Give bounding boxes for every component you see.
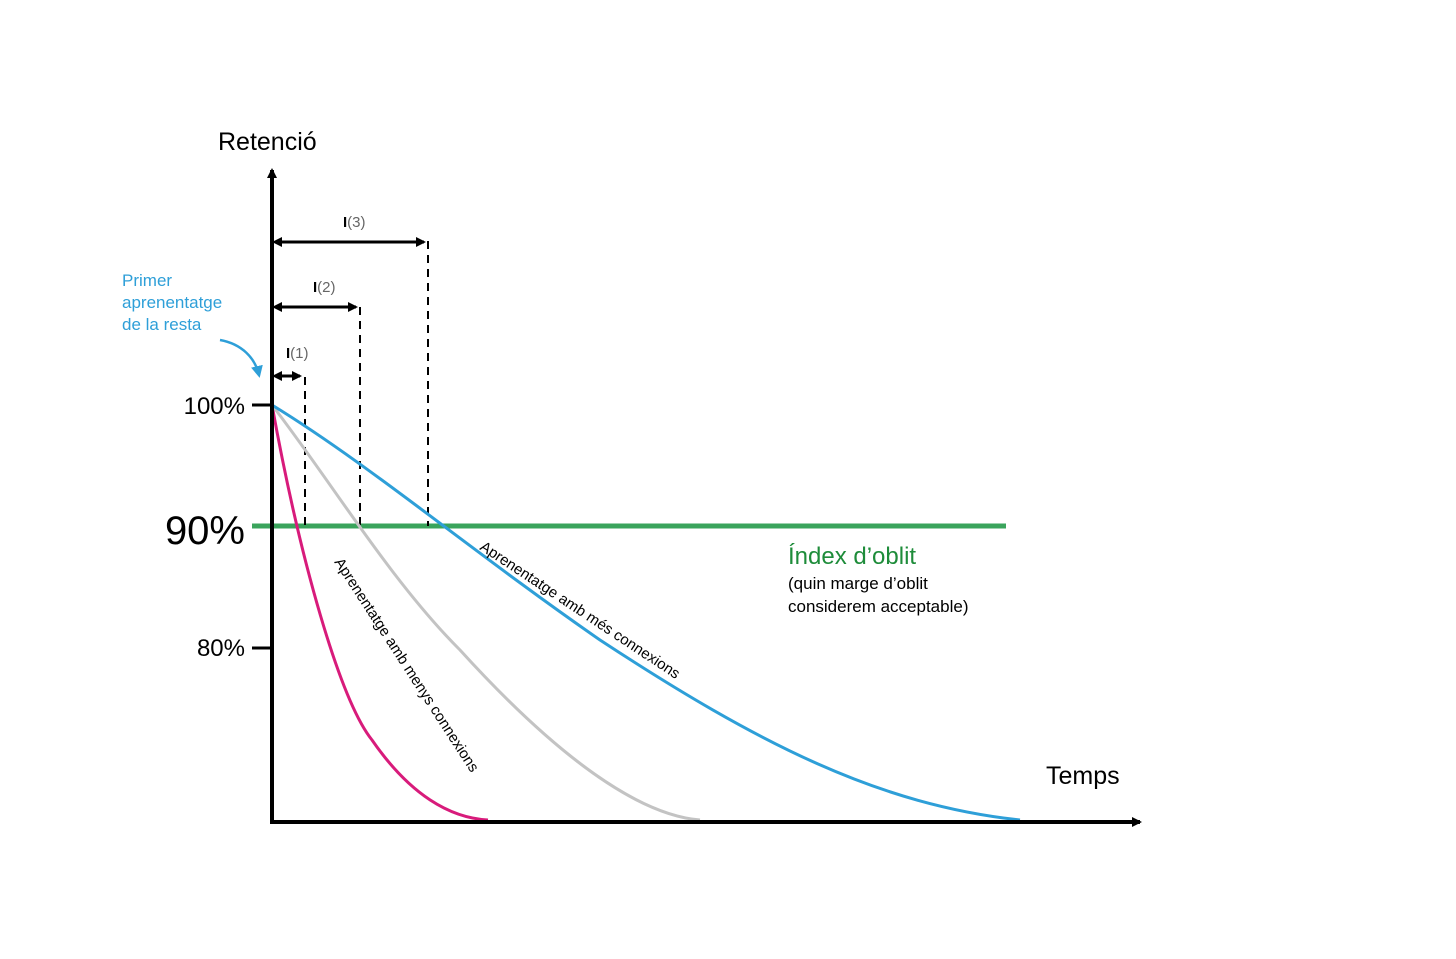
tick-label-80: 80% <box>197 635 245 662</box>
annotation-arrow <box>219 338 263 378</box>
annotation-line1: Primer <box>122 271 172 290</box>
annotation-line3: de la resta <box>122 315 202 334</box>
interval-3-label: I(3) <box>343 214 366 231</box>
interval-2-label: I(2) <box>313 279 336 296</box>
threshold-title: Índex d’oblit <box>788 543 916 570</box>
curve-middle <box>270 404 701 822</box>
y-axis-title: Retenció <box>218 128 317 156</box>
tick-label-90: 90% <box>165 509 245 553</box>
curve-label-more-connections: Aprenentatge amb més connexions <box>477 538 683 682</box>
threshold-note-line2: considerem acceptable) <box>788 597 968 616</box>
curve-fewer-connections <box>270 404 489 822</box>
interval-1-label: I(1) <box>286 345 309 362</box>
annotation-line2: aprenentatge <box>122 293 222 312</box>
curve-more-connections <box>271 403 1021 822</box>
tick-label-100: 100% <box>184 393 245 420</box>
x-axis-title: Temps <box>1046 762 1120 790</box>
threshold-note-line1: (quin marge d’oblit <box>788 574 928 593</box>
